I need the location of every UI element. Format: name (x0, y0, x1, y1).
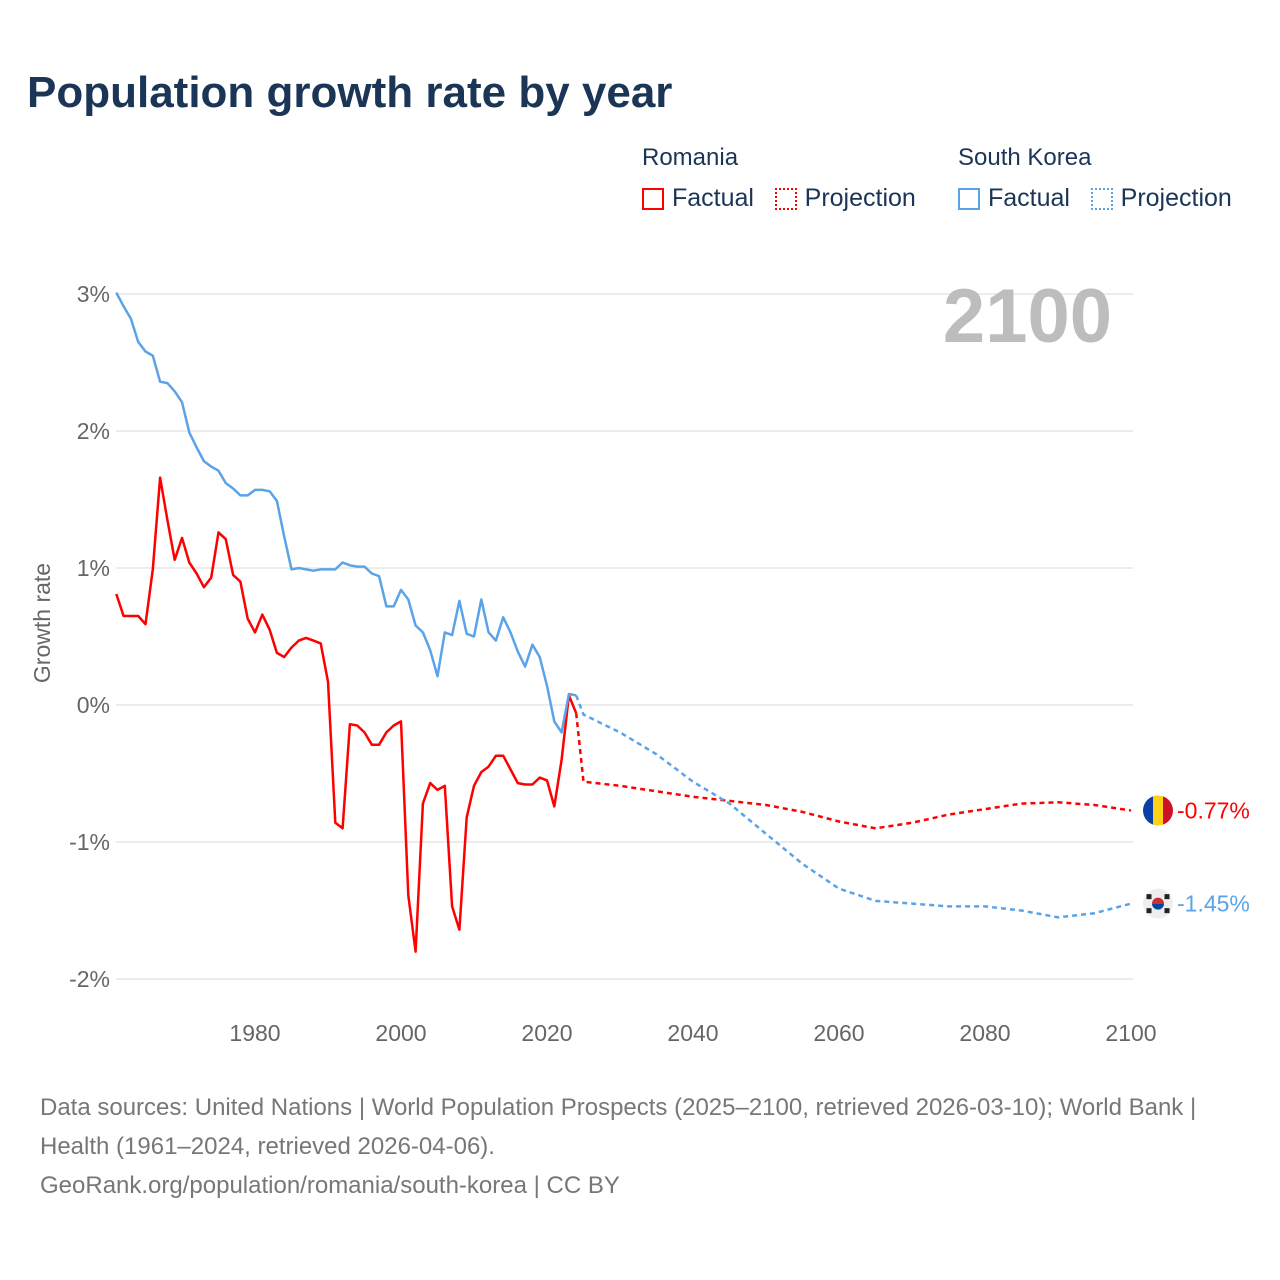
legend-romania-factual[interactable]: Factual (642, 184, 754, 213)
legend-label: Projection (1120, 184, 1232, 212)
y-axis-label: Growth rate (29, 563, 55, 683)
sources-text: Data sources: United Nations | World Pop… (40, 1094, 1197, 1160)
legend-south-korea-title: South Korea (958, 144, 1092, 171)
chart-title: Population growth rate by year (27, 68, 673, 117)
legend-south-korea-projection[interactable]: Projection (1090, 184, 1232, 213)
y-tick-label: 1% (77, 555, 110, 581)
y-tick-label: 2% (77, 418, 110, 444)
south-korea-projection-line (575, 694, 1132, 919)
x-tick-label: 2060 (813, 1020, 864, 1046)
y-tick-label: 0% (77, 692, 110, 718)
line-chart: 3% 2% 1% 0% -1% -2% 1980 2000 2020 2040 2060 2080 21… (29, 274, 1250, 1046)
year-indicator: 2100 (943, 274, 1112, 359)
y-tick-label: 3% (77, 281, 110, 307)
legend-south-korea-factual[interactable]: Factual (958, 184, 1070, 213)
y-tick-label: -2% (69, 966, 110, 992)
romania-flag-icon (1143, 795, 1173, 826)
x-tick-label: 2100 (1105, 1020, 1156, 1046)
legend-romania: Romania Factual Projection (642, 144, 930, 217)
legend-south-korea: South Korea Factual Projection (958, 144, 1232, 217)
legend-label: Projection (804, 184, 916, 212)
romania-factual-line (115, 476, 578, 953)
x-tick-label: 2020 (521, 1020, 572, 1046)
sources: Data sources: United Nations | World Pop… (40, 1088, 1240, 1205)
south-korea-flag-icon (1143, 888, 1173, 919)
dotted-swatch-icon (1090, 187, 1113, 210)
romania-projection-line (574, 713, 1132, 830)
x-tick-label: 1980 (229, 1020, 280, 1046)
attribution-link[interactable]: GeoRank.org/population/romania/south-kor… (40, 1172, 620, 1199)
solid-swatch-icon (642, 187, 664, 210)
dotted-swatch-icon (774, 187, 797, 210)
y-tick-label: -1% (69, 829, 110, 855)
end-value-label: -0.77% (1177, 797, 1250, 823)
legend-romania-projection[interactable]: Projection (774, 184, 916, 213)
x-tick-label: 2080 (959, 1020, 1010, 1046)
legend-romania-title: Romania (642, 144, 739, 171)
legend-label: Factual (672, 184, 754, 212)
end-value-label: -1.45% (1177, 891, 1250, 917)
south-korea-factual-line (115, 292, 577, 734)
legend-label: Factual (988, 184, 1070, 212)
solid-swatch-icon (958, 187, 980, 210)
x-tick-label: 2040 (667, 1020, 718, 1046)
x-tick-label: 2000 (375, 1020, 426, 1046)
